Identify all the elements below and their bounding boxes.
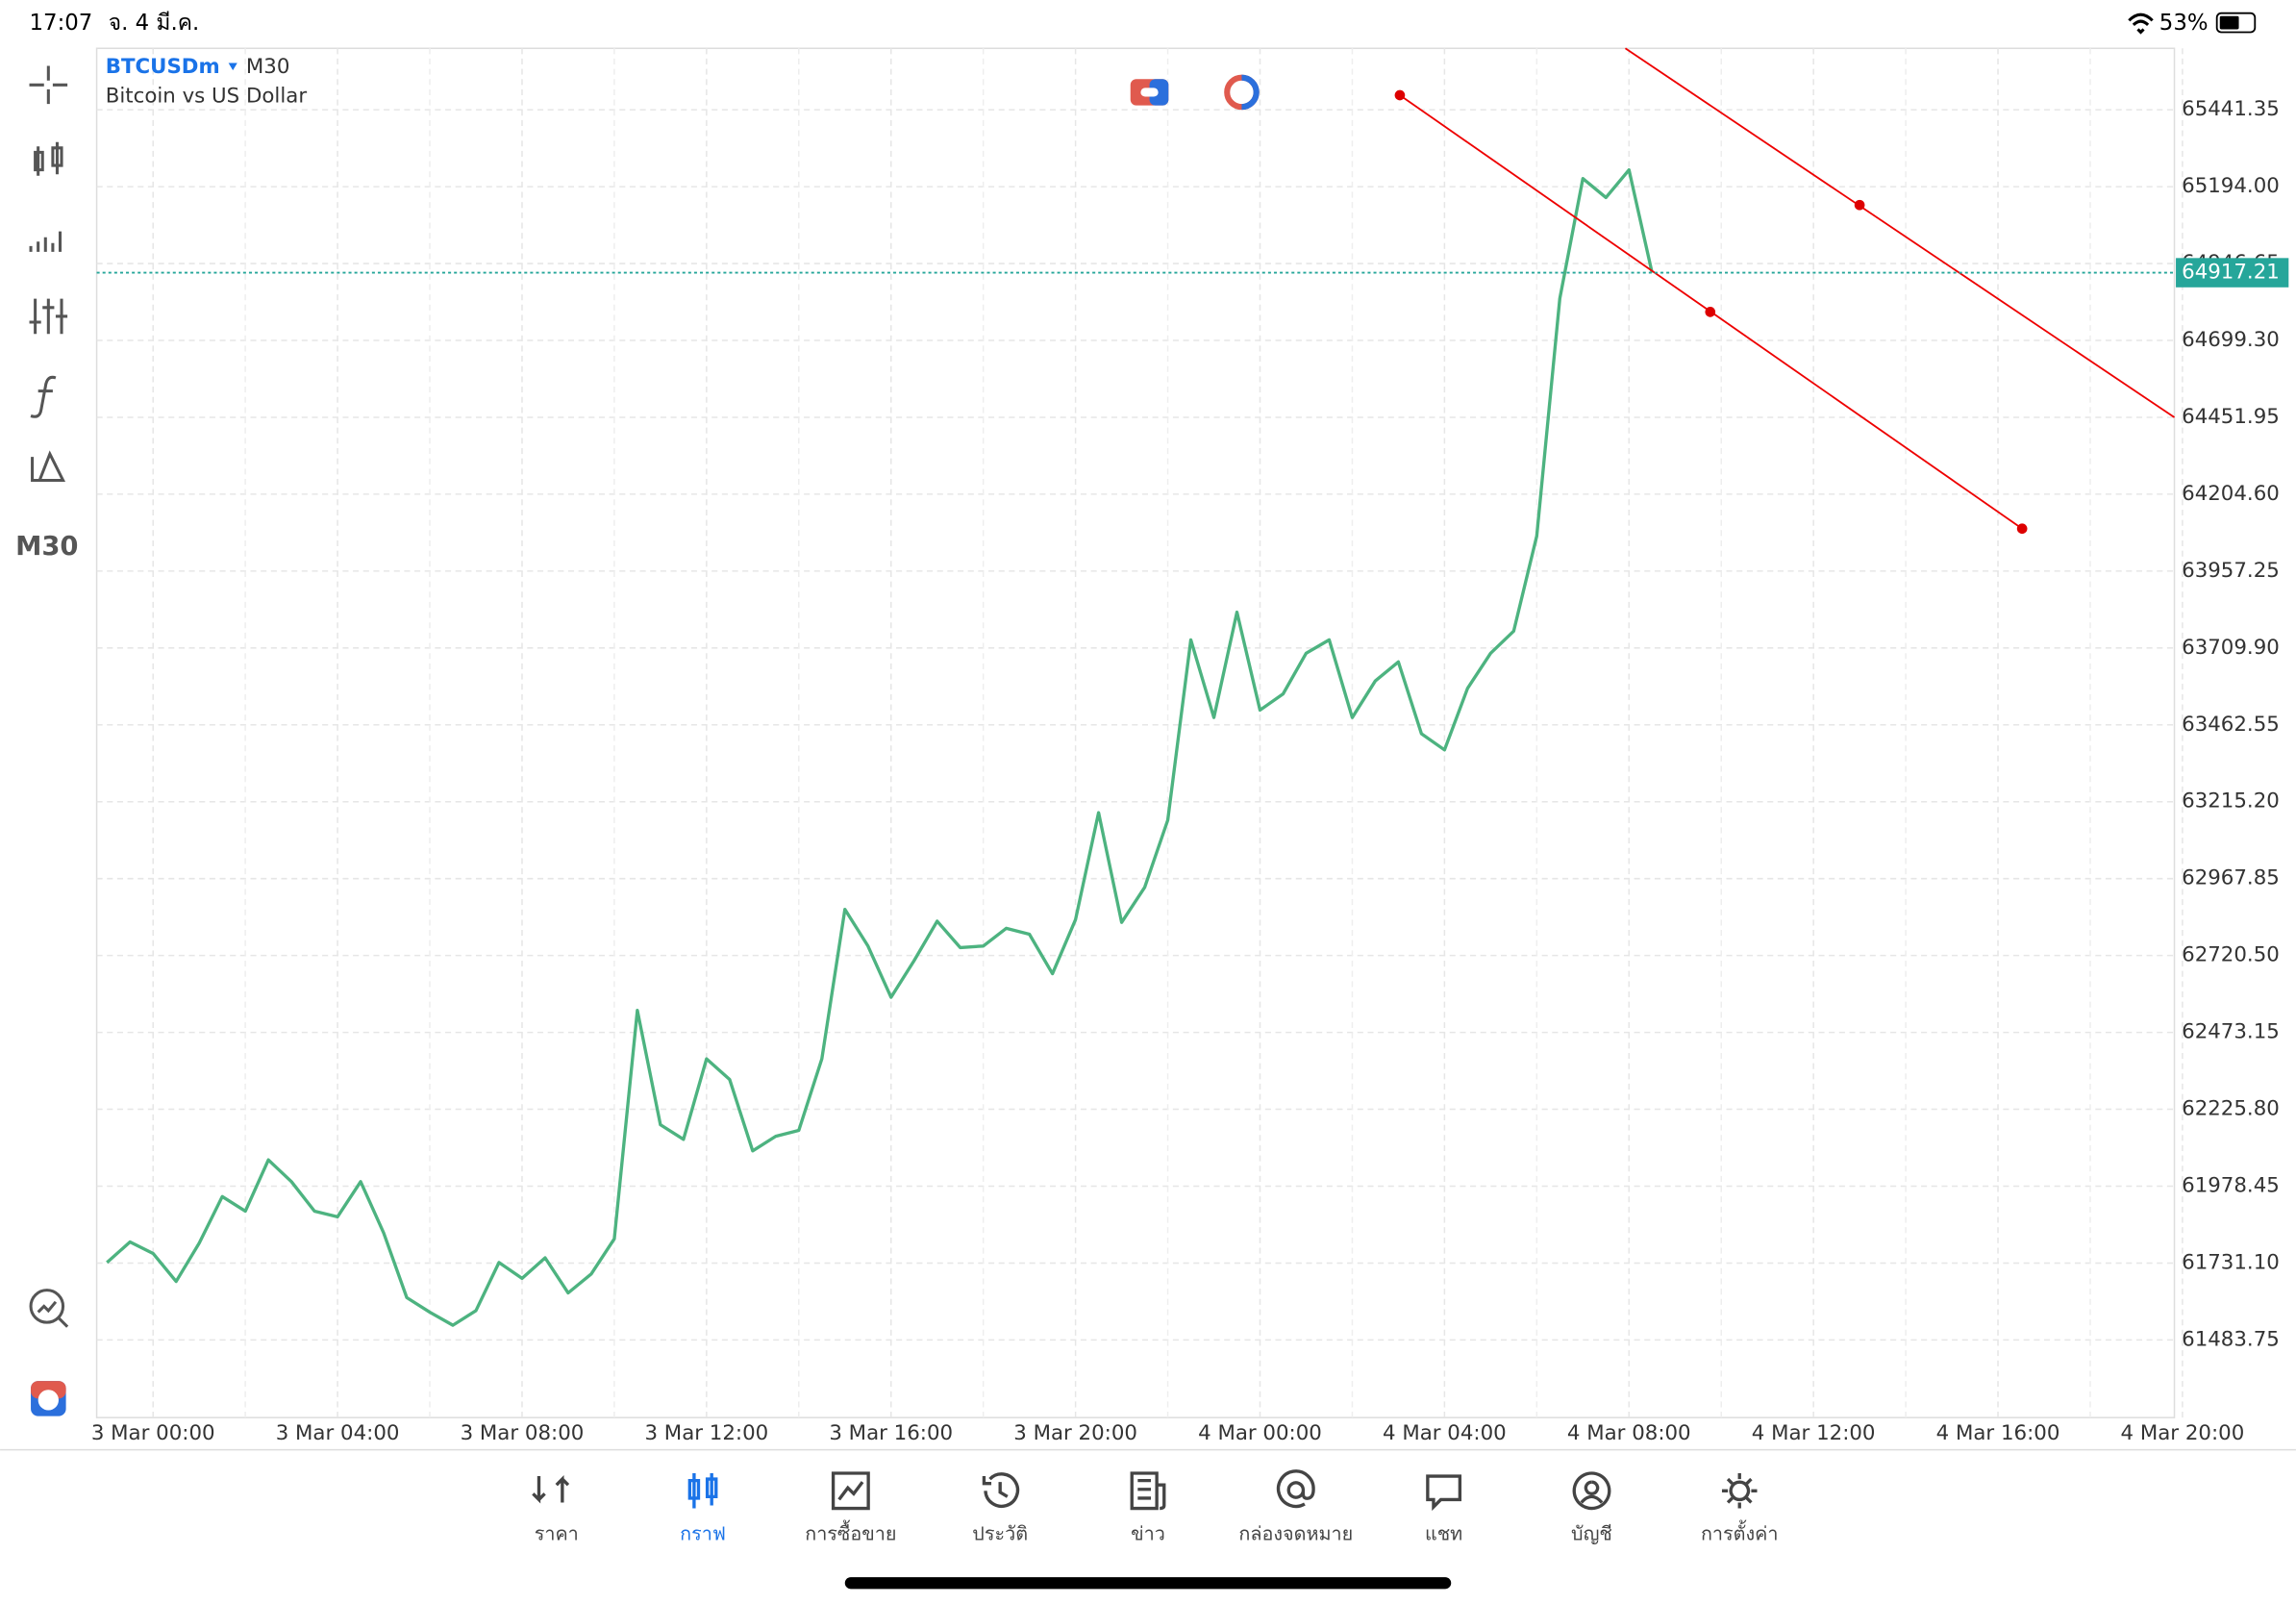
nav-label[interactable]: กราฟ [680,1522,726,1544]
symbol-dropdown[interactable] [228,63,237,71]
toolbar [29,65,69,1328]
nav-item[interactable]: กราฟ [680,1473,726,1544]
x-tick-label: 4 Mar 00:00 [1198,1421,1322,1445]
y-tick-label: 64699.30 [2182,328,2280,352]
indicators-tool[interactable] [29,231,62,252]
trade-icon-center [37,1390,59,1411]
one-click-icon-half [1149,79,1169,106]
y-tick-label: 61731.10 [2182,1250,2280,1274]
nav-label[interactable]: บัญชี [1571,1522,1612,1544]
x-tick-label: 3 Mar 08:00 [461,1421,585,1445]
y-tick-label: 65194.00 [2182,174,2280,198]
settings-tool[interactable] [29,298,68,335]
trend-handle[interactable] [1394,89,1406,101]
trend-line[interactable] [1624,47,2176,418]
nav-icon[interactable] [1721,1473,1758,1509]
status-time: 17:07 [30,11,93,36]
x-tick-label: 3 Mar 12:00 [644,1421,768,1445]
battery-icon [2215,12,2257,34]
grid: 65441.3565194.0064946.6564699.3064451.95… [91,48,2280,1445]
x-tick-label: 3 Mar 20:00 [1013,1421,1137,1445]
nav-label[interactable]: การซื้อขาย [805,1519,896,1544]
objects-tool[interactable] [31,450,66,483]
y-tick-label: 63709.90 [2182,636,2280,660]
nav-icon[interactable] [982,1472,1020,1508]
x-tick-label: 4 Mar 04:00 [1383,1421,1507,1445]
nav-item[interactable]: การซื้อขาย [805,1471,896,1544]
clock-icon-half [1241,74,1260,111]
nav-item[interactable]: ประวัติ [972,1472,1028,1545]
nav-icon[interactable] [1572,1471,1611,1511]
nav-icon[interactable] [1276,1469,1315,1509]
nav-icon[interactable] [1426,1474,1462,1512]
y-tick-label: 62473.15 [2182,1020,2280,1044]
home-indicator [844,1577,1452,1590]
nav-item[interactable]: กล่องจดหมาย [1238,1469,1353,1545]
analytics-tool[interactable] [29,1289,65,1324]
wifi-icon [2128,13,2154,35]
last-price: 64917.21 [96,258,2289,288]
nav-icon[interactable] [687,1473,718,1509]
crosshair-tool[interactable] [29,65,68,105]
timeframe-button[interactable]: M30 [15,532,78,562]
nav-item[interactable]: ราคา [532,1475,579,1544]
x-tick-label: 3 Mar 00:00 [91,1421,215,1445]
plot [106,167,1654,1327]
nav-label[interactable]: การตั้งค่า [1701,1519,1779,1544]
y-tick-label: 62967.85 [2182,866,2280,890]
x-tick-label: 4 Mar 20:00 [2121,1421,2245,1445]
chart-type-tool[interactable] [34,141,63,176]
last-price-tag [2176,258,2289,288]
one-click-icon-center [1140,88,1159,97]
nav-item[interactable]: บัญชี [1571,1471,1612,1544]
price-line [106,167,1654,1327]
header-timeframe: M30 [246,55,290,79]
x-tick-label: 4 Mar 16:00 [1936,1421,2060,1445]
nav-label[interactable]: แชท [1425,1522,1462,1544]
y-tick-label: 62225.80 [2182,1097,2280,1121]
y-tick-label: 63215.20 [2182,789,2280,814]
x-tick-label: 3 Mar 04:00 [276,1421,400,1445]
y-tick-label: 64204.60 [2182,482,2280,506]
symbol-description: Bitcoin vs US Dollar [106,85,308,109]
battery-level [2219,15,2239,30]
nav-icon[interactable] [831,1471,870,1511]
x-tick-label: 3 Mar 16:00 [829,1421,953,1445]
y-tick-label: 62720.50 [2182,943,2280,967]
y-tick-label: 64451.95 [2182,405,2280,429]
y-tick-label: 61978.45 [2182,1174,2280,1198]
bottom-nav: ราคา กราฟ การซื้อขาย ประวัติ ข่าว กล่องจดหมาย… [532,1469,1779,1545]
nav-label[interactable]: กล่องจดหมาย [1238,1522,1353,1544]
y-tick-label: 61483.75 [2182,1327,2280,1351]
plot-frame [95,47,2176,1418]
x-tick-label: 4 Mar 12:00 [1752,1421,1876,1445]
nav-icon[interactable] [1130,1471,1166,1511]
nav-icon[interactable] [532,1475,570,1504]
y-tick-label: 63462.55 [2182,713,2280,737]
nav-label[interactable]: ราคา [535,1522,579,1544]
y-tick-label: 63957.25 [2182,559,2280,583]
y-tick-label: 65441.35 [2182,97,2280,121]
trend-handle[interactable] [1854,199,1865,211]
function-tool[interactable] [30,375,57,418]
status-date: จ. 4 มี.ค. [109,11,200,36]
nav-label[interactable]: ข่าว [1131,1522,1165,1544]
x-tick-label: 4 Mar 08:00 [1567,1421,1691,1445]
trend-handle[interactable] [1705,307,1716,317]
nav-item[interactable]: แชท [1425,1474,1462,1544]
nav-item[interactable]: ข่าว [1130,1471,1166,1544]
nav-label[interactable]: ประวัติ [972,1522,1028,1544]
trend-lines[interactable] [1394,47,2176,535]
status-battery: 53% [2159,11,2209,36]
trend-handle[interactable] [2016,523,2028,535]
nav-item[interactable]: การตั้งค่า [1701,1473,1779,1544]
analytics-line [37,1300,69,1328]
last-price-label: 64917.21 [2182,261,2280,285]
symbol[interactable]: BTCUSDm [106,55,220,79]
